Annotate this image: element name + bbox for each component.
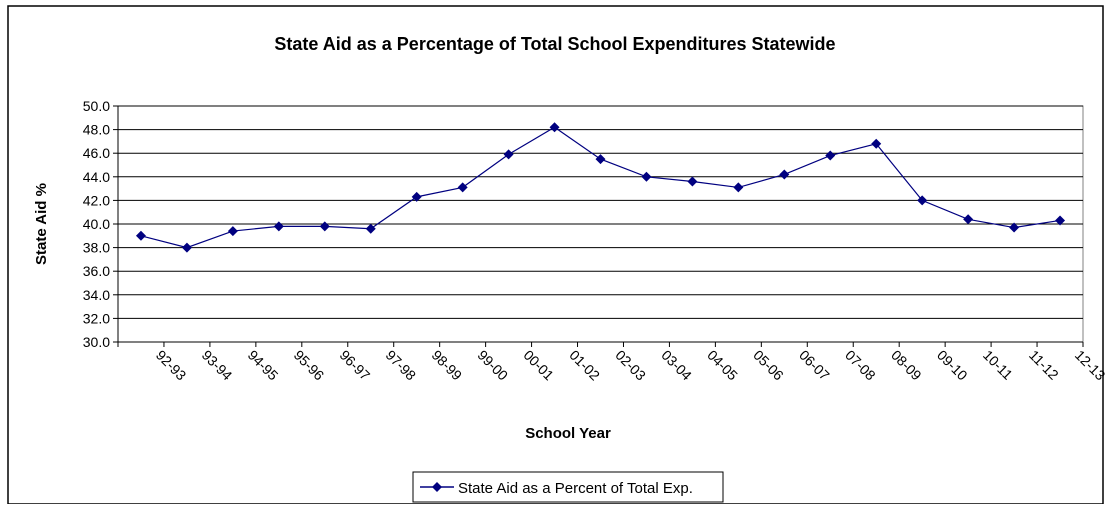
- y-tick-label: 38.0: [83, 240, 110, 256]
- data-point-marker: [733, 182, 744, 193]
- data-point-marker: [319, 221, 330, 232]
- y-tick-label: 34.0: [83, 287, 110, 303]
- data-point-marker: [963, 214, 974, 225]
- data-point-marker: [549, 122, 560, 133]
- data-point-marker: [917, 195, 928, 206]
- data-point-marker: [503, 149, 514, 160]
- data-point-marker: [595, 154, 606, 165]
- data-point-marker: [779, 169, 790, 180]
- data-point-marker: [1055, 215, 1066, 226]
- data-point-marker: [641, 171, 652, 182]
- data-point-marker: [365, 223, 376, 234]
- data-point-marker: [825, 150, 836, 161]
- data-point-marker: [1009, 222, 1020, 233]
- legend-box: [412, 471, 724, 503]
- y-tick-label: 32.0: [83, 310, 110, 326]
- plot-area: 30.0 32.0 34.0 36.0 38.0 40.0 42.0 44.0 46.0 48.0…: [83, 98, 1109, 384]
- legend: State Aid as a Percent of Total Exp.: [412, 471, 724, 503]
- y-tick-label: 42.0: [83, 192, 110, 208]
- x-axis-label: School Year: [525, 425, 611, 442]
- y-tick-label: 50.0: [83, 98, 110, 114]
- data-point-marker: [273, 221, 284, 232]
- y-tick-label: 40.0: [83, 216, 110, 232]
- data-point-marker: [687, 176, 698, 187]
- y-tick-label: 46.0: [83, 145, 110, 161]
- y-tick-label: 30.0: [83, 334, 110, 350]
- data-point-marker: [411, 191, 422, 202]
- data-point-marker: [135, 230, 146, 241]
- chart-title: State Aid as a Percentage of Total Schoo…: [274, 34, 835, 54]
- y-tick-label: 36.0: [83, 263, 110, 279]
- y-axis-label: State Aid %: [33, 183, 50, 265]
- data-point-marker: [181, 242, 192, 253]
- data-point-marker: [457, 182, 468, 193]
- legend-diamond-marker: [432, 482, 442, 492]
- y-tick-label: 48.0: [83, 122, 110, 138]
- data-point-marker: [227, 226, 238, 237]
- y-tick-label: 44.0: [83, 169, 110, 185]
- data-point-marker: [871, 138, 882, 149]
- legend-label: State Aid as a Percent of Total Exp.: [458, 480, 693, 497]
